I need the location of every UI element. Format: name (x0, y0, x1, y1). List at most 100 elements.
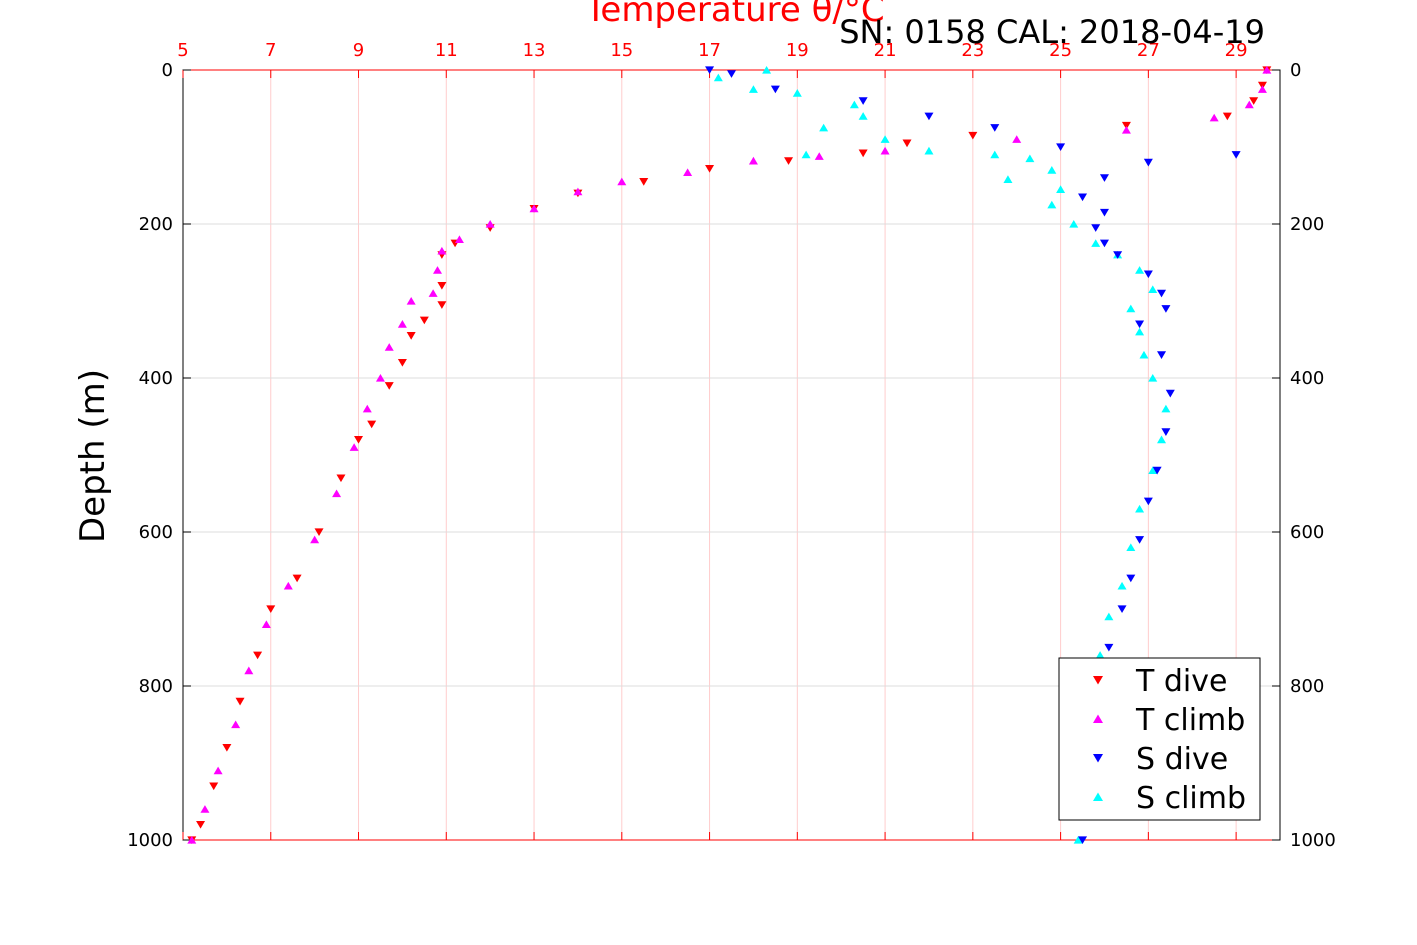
data-point (1126, 543, 1136, 551)
data-point (222, 744, 232, 752)
data-point (1135, 320, 1145, 329)
data-point (367, 420, 377, 429)
data-point (200, 805, 210, 813)
data-point (1047, 166, 1057, 174)
data-point (437, 246, 447, 255)
data-point (1126, 574, 1136, 583)
data-point (1078, 193, 1088, 202)
data-point (990, 124, 1000, 132)
data-point (1135, 536, 1145, 544)
data-point (617, 177, 627, 186)
legend-label: S dive (1136, 742, 1228, 777)
data-point (573, 187, 583, 196)
data-point (990, 150, 1000, 159)
y-tick-label-right: 800 (1290, 676, 1324, 697)
y-axis-ticks: 0 0 200 200 400 400 600 600 800 800 1000 1000 (127, 60, 1336, 851)
data-point (858, 112, 868, 120)
data-point (354, 436, 364, 444)
data-point (762, 65, 772, 74)
data-point (1161, 428, 1171, 436)
data-point (1099, 208, 1109, 217)
x-axis-ticks: 5 7 9 11 13 15 17 19 21 23 25 27 29 (177, 40, 1248, 840)
data-point (314, 528, 324, 537)
data-point (770, 85, 780, 94)
y-tick-label-left: 1000 (127, 830, 173, 851)
data-point (1262, 65, 1272, 74)
legend-marker (1093, 754, 1103, 763)
data-point (1121, 126, 1131, 134)
data-point (1095, 651, 1105, 659)
x-tick-label: 5 (177, 40, 188, 61)
data-point (814, 152, 824, 160)
data-point (748, 85, 758, 93)
y-tick-label-right: 400 (1290, 368, 1324, 389)
data-point (397, 359, 407, 367)
data-point (292, 574, 302, 583)
data-point (1135, 266, 1145, 274)
data-point (283, 581, 293, 590)
serial-calibration-annotation: SN: 0158 CAL: 2018-04-19 (839, 13, 1265, 51)
data-point (529, 204, 539, 213)
data-point (1161, 305, 1171, 313)
data-point (406, 332, 416, 340)
data-point (1091, 224, 1101, 232)
data-point (819, 123, 829, 132)
data-point (1257, 85, 1267, 93)
data-point (1148, 285, 1158, 294)
data-point (485, 219, 495, 228)
data-point (1143, 270, 1153, 279)
data-point (1152, 466, 1162, 475)
data-point (209, 782, 219, 791)
data-point (332, 489, 342, 498)
data-point (1047, 200, 1057, 209)
y-tick-label-right: 200 (1290, 214, 1324, 235)
data-point (1222, 112, 1232, 121)
data-point (1069, 219, 1079, 228)
x-tick-label: 9 (353, 40, 364, 61)
data-point (437, 301, 447, 309)
legend-marker (1093, 714, 1103, 723)
data-point (244, 666, 254, 675)
x-tick-label: 23 (961, 40, 984, 61)
data-point (727, 70, 736, 78)
data-point (858, 149, 868, 158)
y-tick-label-left: 200 (139, 214, 173, 235)
data-point (1113, 251, 1123, 259)
data-point (1003, 175, 1013, 183)
data-point (1148, 466, 1158, 474)
data-point (1157, 435, 1167, 444)
y-axis-label: Depth (m) (73, 369, 113, 543)
data-point (375, 373, 385, 382)
y-tick-label-right: 1000 (1290, 830, 1336, 851)
data-point (1025, 154, 1035, 163)
data-point (639, 178, 649, 186)
x-tick-label: 15 (610, 40, 633, 61)
data-point (397, 320, 407, 328)
data-point (310, 535, 320, 544)
x-tick-label: 13 (523, 40, 546, 61)
data-point (1249, 97, 1259, 105)
data-point (406, 296, 416, 305)
data-point (924, 146, 934, 155)
data-point (231, 720, 241, 729)
chart-title: Temperature θ/°C (584, 0, 884, 30)
legend-label: S climb (1136, 781, 1246, 816)
data-point (1209, 113, 1219, 122)
data-point (428, 289, 438, 297)
data-point (1078, 836, 1088, 845)
data-point (1244, 100, 1254, 109)
x-tick-label: 11 (435, 40, 458, 61)
data-point (362, 404, 372, 413)
data-point (683, 168, 693, 177)
data-point (336, 474, 346, 483)
data-point (792, 89, 802, 97)
data-point (1012, 135, 1022, 143)
data-point (1126, 304, 1136, 313)
y-tick-label-right: 0 (1290, 60, 1301, 81)
data-point (1099, 174, 1109, 182)
data-point (1135, 504, 1145, 513)
y-tick-label-left: 800 (139, 676, 173, 697)
data-point (1165, 389, 1175, 398)
data-point (261, 620, 271, 628)
data-point (1135, 327, 1145, 336)
